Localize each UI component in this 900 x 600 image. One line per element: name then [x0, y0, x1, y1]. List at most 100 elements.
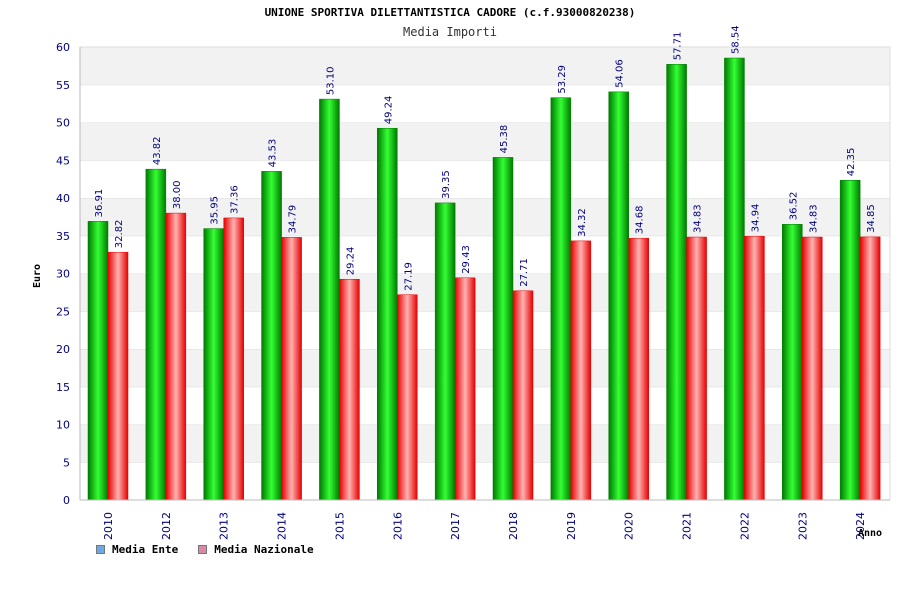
legend-swatch-ente [96, 545, 105, 554]
bar-media-nazionale [628, 237, 649, 501]
value-label: 43.82 [152, 137, 163, 166]
value-label: 27.71 [519, 258, 530, 287]
bar-media-nazionale [281, 237, 302, 501]
plot-band [80, 424, 890, 463]
bar-media-nazionale [512, 290, 534, 501]
x-tick-label: 2023 [796, 512, 809, 540]
x-tick-label: 2012 [160, 512, 173, 540]
value-label: 39.35 [441, 170, 452, 199]
plot-band [80, 122, 890, 161]
y-tick-label: 60 [56, 41, 70, 54]
bars-group [87, 57, 881, 501]
plot-band [80, 386, 890, 425]
plot-band [80, 235, 890, 274]
bar-media-nazionale [686, 236, 707, 501]
bar-media-ente [377, 127, 398, 501]
y-tick-label: 40 [56, 192, 70, 205]
legend-item-media-nazionale: Media Nazionale [198, 543, 314, 556]
y-tick-label: 0 [63, 494, 70, 507]
legend: Media Ente Media Nazionale [96, 543, 314, 556]
plot-bands [79, 46, 891, 501]
x-tick-label: 2015 [333, 512, 346, 540]
plot-band [80, 462, 890, 500]
y-tick-label: 30 [56, 268, 70, 281]
x-axis-ticks: 2010 2012 2013 2014 2015 2016 2017 2018 2019 2020… [102, 512, 867, 540]
x-tick-label: 2019 [565, 512, 578, 540]
value-label: 36.91 [94, 189, 105, 218]
bar-media-nazionale [454, 277, 476, 501]
bar-media-nazionale [397, 294, 418, 501]
bar-media-ente [261, 171, 282, 501]
x-tick-label: 2020 [623, 512, 636, 540]
y-axis-ticks: 0 5 10 15 20 25 30 35 40 45 50 55 60 [56, 41, 70, 507]
bar-media-ente [434, 202, 456, 501]
plot-band [80, 311, 890, 349]
value-label: 35.95 [210, 196, 221, 225]
value-label: 53.10 [325, 66, 336, 95]
value-label: 29.43 [461, 245, 472, 274]
value-label: 32.82 [114, 220, 125, 249]
bar-media-ente [203, 228, 224, 501]
y-tick-label: 50 [56, 117, 70, 130]
value-label: 37.36 [230, 185, 241, 214]
value-label: 38.00 [172, 180, 183, 209]
plot-band [80, 198, 890, 236]
y-tick-label: 45 [56, 154, 70, 167]
x-tick-label: 2018 [507, 512, 520, 540]
x-tick-label: 2016 [391, 512, 404, 540]
plot-band [80, 273, 890, 312]
value-label: 36.52 [788, 192, 799, 221]
value-label: 42.35 [846, 148, 857, 177]
value-label: 34.83 [808, 204, 819, 233]
value-label: 53.29 [557, 65, 568, 94]
bar-media-ente [608, 91, 629, 501]
legend-label-ente: Media Ente [112, 543, 179, 556]
value-label: 34.94 [750, 204, 761, 233]
y-tick-label: 15 [56, 381, 70, 394]
value-label: 34.32 [577, 208, 588, 237]
y-axis-label: Euro [32, 263, 43, 288]
bar-media-ente [724, 57, 745, 501]
plot-band [80, 47, 890, 85]
bar-media-ente [839, 180, 861, 501]
bar-media-ente [319, 98, 340, 501]
bar-media-nazionale [165, 212, 187, 501]
value-label: 27.19 [403, 262, 414, 291]
x-tick-label: 2024 [854, 512, 867, 540]
x-tick-label: 2014 [276, 512, 289, 540]
chart-subtitle: Media Importi [403, 25, 497, 39]
value-labels: 36.91 32.82 43.82 38.00 35.95 37.36 43.53 34.79… [94, 25, 877, 290]
legend-label-nazionale: Media Nazionale [214, 543, 314, 556]
value-label: 34.68 [635, 206, 646, 235]
bar-media-nazionale [859, 236, 881, 501]
value-label: 34.79 [288, 205, 299, 234]
y-tick-label: 35 [56, 230, 70, 243]
value-label: 58.54 [730, 25, 741, 54]
x-tick-label: 2013 [218, 512, 231, 540]
legend-swatch-nazionale [198, 545, 208, 554]
y-tick-label: 20 [56, 343, 70, 356]
y-tick-label: 5 [63, 456, 70, 469]
bar-media-ente [782, 224, 803, 501]
y-tick-label: 25 [56, 305, 70, 318]
bar-media-nazionale [744, 235, 765, 501]
bar-media-nazionale [802, 236, 823, 501]
value-label: 34.85 [866, 204, 877, 233]
bar-media-nazionale [107, 251, 129, 501]
bar-media-ente [492, 157, 514, 501]
bar-media-nazionale [339, 278, 360, 501]
x-axis-label: Anno [858, 528, 883, 539]
bar-media-nazionale [223, 217, 244, 501]
x-tick-label: 2017 [449, 512, 462, 540]
value-label: 57.71 [673, 32, 684, 61]
x-tick-label: 2022 [738, 512, 751, 540]
x-tick-label: 2010 [102, 512, 115, 540]
value-label: 43.53 [268, 139, 279, 168]
y-tick-label: 55 [56, 79, 70, 92]
value-label: 45.38 [499, 125, 510, 154]
x-tick-label: 2021 [681, 512, 694, 540]
bar-media-ente [145, 168, 167, 501]
bar-media-ente [666, 64, 687, 501]
plot-band [80, 84, 890, 123]
